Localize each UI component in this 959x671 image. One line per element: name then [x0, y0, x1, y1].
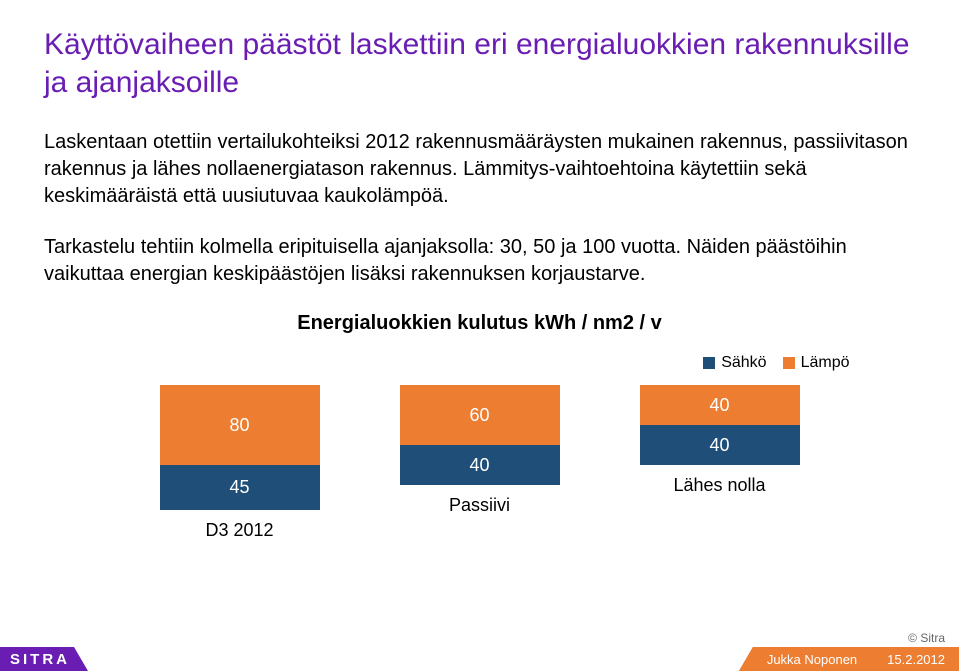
bar-group: 4040 Lähes nolla — [640, 385, 800, 541]
slide: Käyttövaiheen päästöt laskettiin eri ene… — [0, 0, 959, 671]
footer-bar: SITRA Jukka Noponen 15.2.2012 — [0, 647, 959, 671]
legend-item-sahko: Sähkö — [703, 354, 766, 372]
bar-segment-sahko: 40 — [400, 445, 560, 485]
footer-author: Jukka Noponen — [767, 652, 857, 667]
bar-segment-lampo: 40 — [640, 385, 800, 425]
legend-swatch-sahko — [703, 357, 715, 369]
footer-brand: SITRA — [0, 647, 88, 671]
paragraph-2: Tarkastelu tehtiin kolmella eripituisell… — [44, 234, 915, 288]
legend-label-lampo: Lämpö — [801, 354, 850, 372]
bar-stack: 8045 — [160, 385, 320, 510]
bar-category-label: Lähes nolla — [673, 475, 765, 496]
bar-stack: 6040 — [400, 385, 560, 485]
footer-date: 15.2.2012 — [887, 652, 945, 667]
legend-item-lampo: Lämpö — [783, 354, 850, 372]
legend-label-sahko: Sähkö — [721, 354, 766, 372]
bar-category-label: D3 2012 — [205, 520, 273, 541]
legend-swatch-lampo — [783, 357, 795, 369]
bar-segment-sahko: 45 — [160, 465, 320, 510]
chart-title: Energialuokkien kulutus kWh / nm2 / v — [110, 312, 850, 335]
chart-legend: Sähkö Lämpö — [703, 354, 849, 372]
bar-category-label: Passiivi — [449, 495, 510, 516]
footer-brand-text: SITRA — [10, 651, 70, 668]
bar-segment-lampo: 60 — [400, 385, 560, 445]
bar-group: 8045 D3 2012 — [160, 385, 320, 541]
chart: Energialuokkien kulutus kWh / nm2 / v Sä… — [110, 312, 850, 541]
bar-group: 6040 Passiivi — [400, 385, 560, 541]
chart-bars: 8045D3 20126040Passiivi4040Lähes nolla — [110, 385, 850, 541]
bar-stack: 4040 — [640, 385, 800, 465]
footer: © Sitra SITRA Jukka Noponen 15.2.2012 — [0, 623, 959, 671]
bar-segment-lampo: 80 — [160, 385, 320, 465]
bar-segment-sahko: 40 — [640, 425, 800, 465]
slide-title: Käyttövaiheen päästöt laskettiin eri ene… — [44, 26, 915, 101]
footer-meta: Jukka Noponen 15.2.2012 — [739, 647, 959, 671]
copyright: © Sitra — [908, 631, 945, 645]
paragraph-1: Laskentaan otettiin vertailukohteiksi 20… — [44, 129, 915, 210]
